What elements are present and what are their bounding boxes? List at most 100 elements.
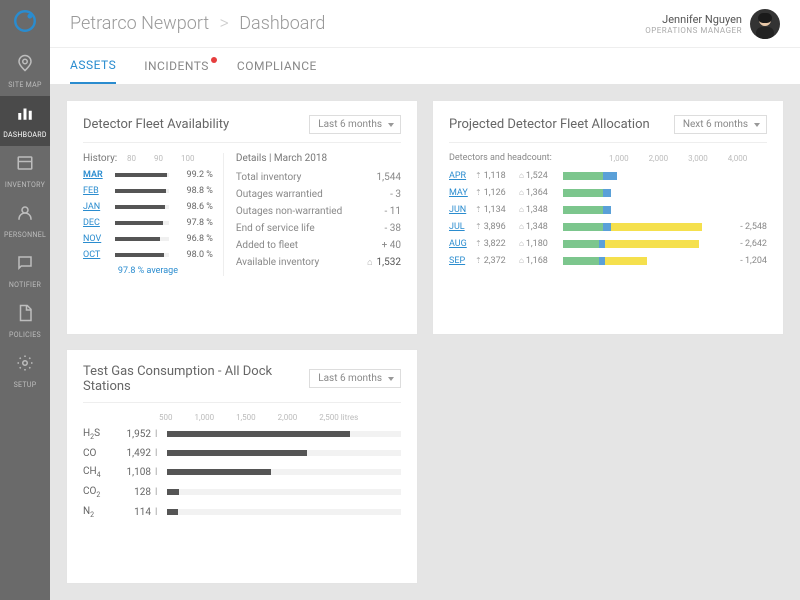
nav-icon xyxy=(0,304,50,325)
detail-label: Added to fleet xyxy=(236,240,382,251)
topbar: Petrarco Newport > Dashboard Jennifer Ng… xyxy=(50,0,800,48)
detail-label: End of service life xyxy=(236,223,385,234)
detail-row: Added to fleet+ 40 xyxy=(236,240,401,251)
gas-row: CO2128l xyxy=(83,486,401,499)
projected-headcount: ⇡1,126 xyxy=(475,188,519,198)
gas-unit-icon: l xyxy=(155,507,161,518)
gas-value: 1,952 xyxy=(115,429,155,440)
sidebar-item-notifier[interactable]: NOTIFIER xyxy=(0,246,50,296)
detail-row: Outages non-warrantied- 11 xyxy=(236,206,401,217)
history-value: 98.8 % xyxy=(175,186,213,196)
person-icon: ⇡ xyxy=(475,205,482,214)
projected-bar xyxy=(563,189,723,197)
details-title: Details | March 2018 xyxy=(236,153,401,164)
sidebar-item-dashboard[interactable]: DASHBOARD xyxy=(0,96,50,146)
history-month-link[interactable]: MAR xyxy=(83,170,109,180)
availability-average: 97.8 % average xyxy=(83,266,213,276)
gas-name: CO xyxy=(83,448,115,459)
detail-label: Total inventory xyxy=(236,172,377,183)
sidebar-item-personnel[interactable]: PERSONNEL xyxy=(0,196,50,246)
detail-label: Outages non-warrantied xyxy=(236,206,385,217)
nav-icon xyxy=(0,154,50,175)
axis-tick: 3,000 xyxy=(688,154,708,163)
axis-tick: 500 xyxy=(159,413,173,422)
history-month-link[interactable]: NOV xyxy=(83,234,109,244)
history-bar xyxy=(115,253,169,257)
projected-shortfall: - 1,204 xyxy=(723,256,767,266)
detail-value: - 38 xyxy=(385,223,401,234)
user-block[interactable]: Jennifer Nguyen OPERATIONS MANAGER xyxy=(645,13,742,35)
breadcrumb: Petrarco Newport > Dashboard xyxy=(70,13,325,34)
history-bar xyxy=(115,173,169,177)
projected-month-link[interactable]: MAY xyxy=(449,188,475,198)
history-month-link[interactable]: JAN xyxy=(83,202,109,212)
projected-month-link[interactable]: APR xyxy=(449,171,475,181)
nav-icon xyxy=(0,204,50,225)
detail-value: - 3 xyxy=(390,189,401,200)
tab-assets[interactable]: ASSETS xyxy=(70,48,116,84)
tab-incidents[interactable]: INCIDENTS xyxy=(144,49,209,83)
projected-bar xyxy=(563,223,723,231)
projected-detectors: ⌂1,348 xyxy=(519,222,563,232)
history-month-link[interactable]: OCT xyxy=(83,250,109,260)
gas-bar xyxy=(167,431,401,437)
axis-tick: 1,000 xyxy=(609,154,629,163)
projected-month-link[interactable]: SEP xyxy=(449,256,475,266)
sidebar-item-setup[interactable]: SETUP xyxy=(0,346,50,396)
history-value: 96.8 % xyxy=(175,234,213,244)
detail-value: 1,544 xyxy=(377,172,401,183)
projected-row: APR⇡1,118⌂1,524 xyxy=(449,171,767,181)
projected-detectors: ⌂1,524 xyxy=(519,171,563,181)
avatar[interactable] xyxy=(750,9,780,39)
history-label: History: xyxy=(83,153,127,164)
sidebar-item-site-map[interactable]: SITE MAP xyxy=(0,46,50,96)
gas-value: 1,492 xyxy=(115,448,155,459)
projected-detectors: ⌂1,168 xyxy=(519,256,563,266)
gas-value: 1,108 xyxy=(115,467,155,478)
projected-detectors: ⌂1,180 xyxy=(519,239,563,249)
user-role: OPERATIONS MANAGER xyxy=(645,26,742,35)
history-month-link[interactable]: DEC xyxy=(83,218,109,228)
projected-shortfall: - 2,642 xyxy=(723,239,767,249)
availability-title: Detector Fleet Availability xyxy=(83,117,309,132)
sidebar-item-policies[interactable]: POLICIES xyxy=(0,296,50,346)
breadcrumb-location: Petrarco Newport xyxy=(70,13,209,34)
detector-icon: ⌂ xyxy=(519,256,524,265)
projected-month-link[interactable]: AUG xyxy=(449,239,475,249)
history-row: DEC97.8 % xyxy=(83,218,213,228)
projected-detectors: ⌂1,364 xyxy=(519,188,563,198)
projected-row: JUN⇡1,134⌂1,348 xyxy=(449,205,767,215)
detector-icon: ⌂ xyxy=(519,222,524,231)
projected-range-select[interactable]: Next 6 months xyxy=(674,115,767,134)
axis-tick: 100 xyxy=(181,154,195,163)
projected-row: MAY⇡1,126⌂1,364 xyxy=(449,188,767,198)
nav-icon xyxy=(0,254,50,275)
history-row: NOV 96.8 % xyxy=(83,234,213,244)
gas-unit-icon: l xyxy=(155,467,161,478)
projected-month-link[interactable]: JUN xyxy=(449,205,475,215)
projected-sublabel: Detectors and headcount: xyxy=(449,153,609,163)
history-month-link[interactable]: FEB xyxy=(83,186,109,196)
sidebar-item-inventory[interactable]: INVENTORY xyxy=(0,146,50,196)
detail-label: Available inventory xyxy=(236,257,367,268)
detail-value: ⌂1,532 xyxy=(367,257,401,268)
breadcrumb-sep: > xyxy=(220,13,229,34)
detail-row: Available inventory⌂1,532 xyxy=(236,257,401,268)
gas-range-select[interactable]: Last 6 months xyxy=(309,369,401,388)
sidebar: SITE MAPDASHBOARDINVENTORYPERSONNELNOTIF… xyxy=(0,0,50,600)
nav-label: POLICIES xyxy=(9,331,41,339)
history-bar xyxy=(115,221,169,225)
gas-name: H2S xyxy=(83,428,115,441)
tab-compliance[interactable]: COMPLIANCE xyxy=(237,49,317,83)
projected-shortfall: - 2,548 xyxy=(723,222,767,232)
projected-month-link[interactable]: JUL xyxy=(449,222,475,232)
projected-bar xyxy=(563,240,723,248)
projected-bar xyxy=(563,172,723,180)
availability-range-select[interactable]: Last 6 months xyxy=(309,115,401,134)
gas-name: CH4 xyxy=(83,466,115,479)
detector-icon: ⌂ xyxy=(519,171,524,180)
nav-icon xyxy=(0,104,50,125)
gas-bar xyxy=(167,469,401,475)
detail-value: + 40 xyxy=(382,240,401,251)
breadcrumb-page: Dashboard xyxy=(239,13,325,34)
